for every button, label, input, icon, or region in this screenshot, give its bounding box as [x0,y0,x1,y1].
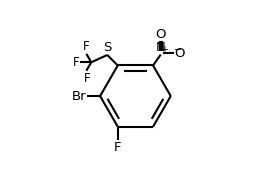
Text: N: N [156,41,166,54]
Text: F: F [114,141,122,154]
Text: +: + [160,45,168,55]
Text: O: O [155,28,166,41]
Text: Br: Br [72,90,86,103]
Text: −: − [174,45,182,55]
Text: F: F [83,72,90,85]
Text: F: F [83,40,90,53]
Text: S: S [103,41,111,54]
Text: O: O [174,47,185,60]
Text: F: F [73,56,79,69]
